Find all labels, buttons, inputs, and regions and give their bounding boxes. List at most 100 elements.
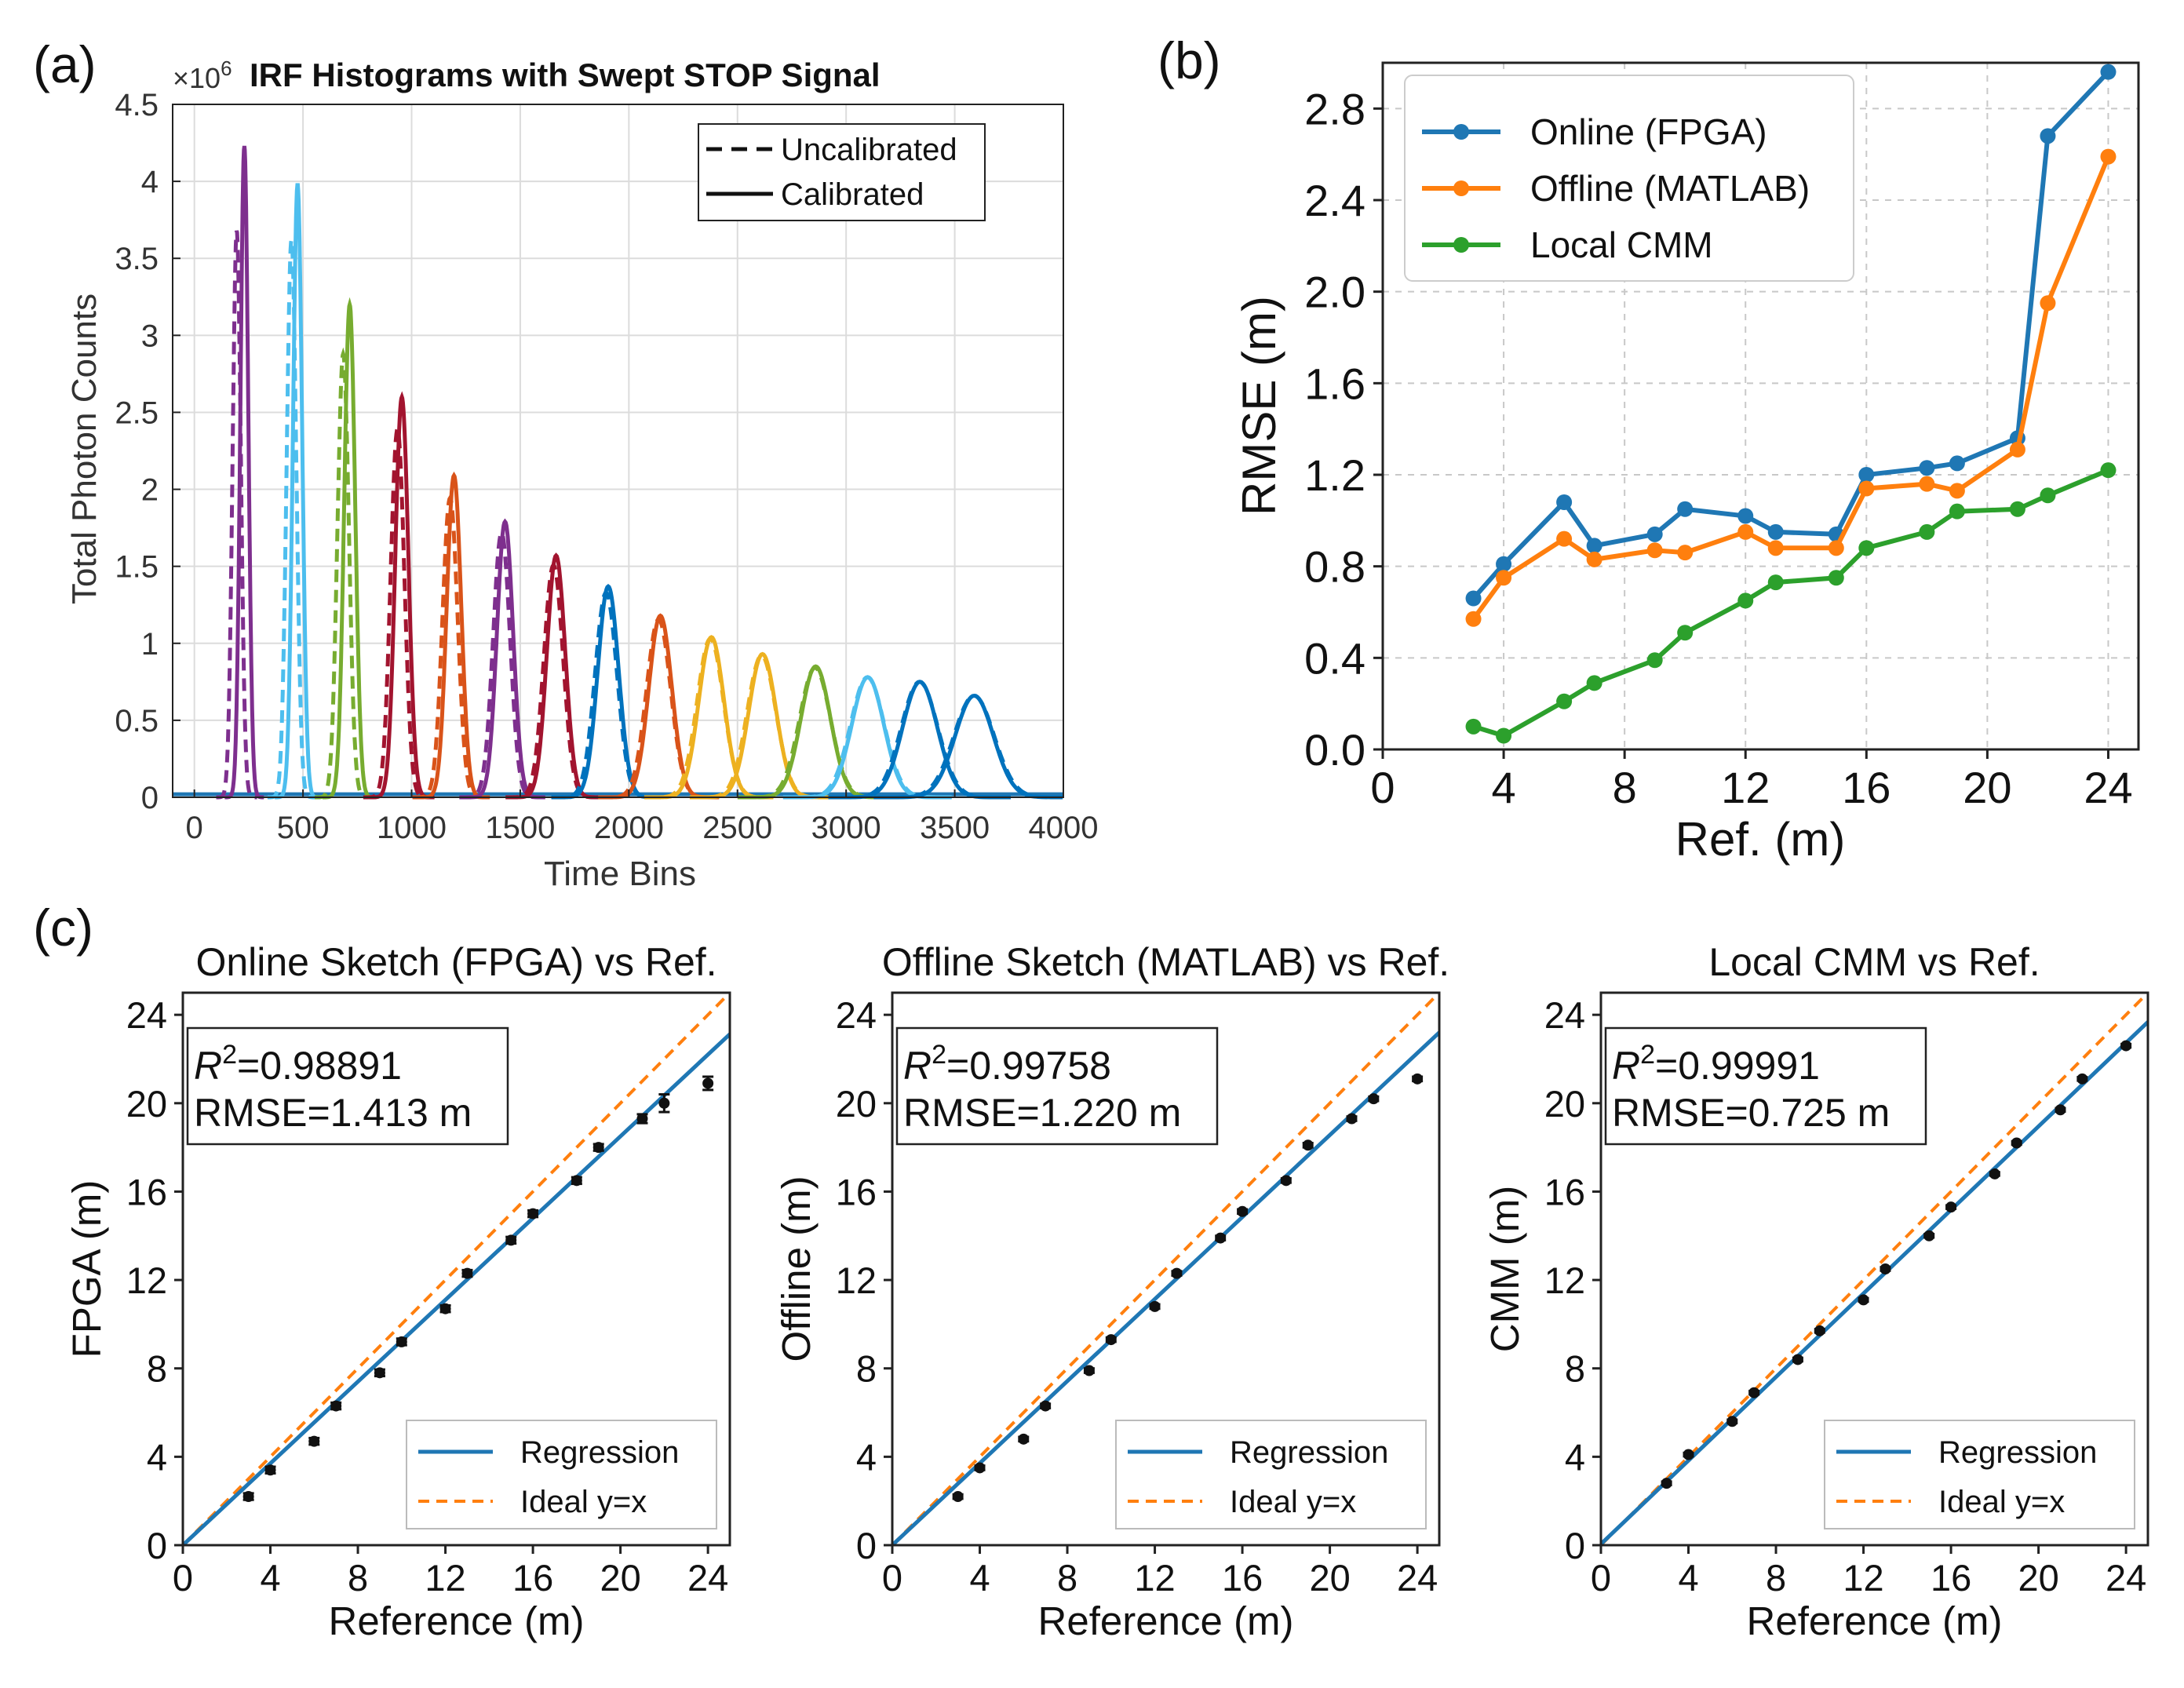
chart-b-legend: Online (FPGA) Offline (MATLAB) Local CMM xyxy=(1404,75,1854,282)
chart-c3-ytick-label: 16 xyxy=(1544,1171,1585,1212)
chart-b-point xyxy=(1586,675,1602,691)
chart-c3-rmse: RMSE=0.725 m xyxy=(1612,1091,1890,1135)
chart-b-point xyxy=(1949,455,1965,472)
chart-c2-ytick-label: 4 xyxy=(856,1436,877,1478)
chart-c2-point xyxy=(1171,1267,1183,1279)
chart-b-point xyxy=(2040,128,2056,144)
chart-c2-point xyxy=(1040,1400,1052,1412)
chart-a-title: IRF Histograms with Swept STOP Signal xyxy=(250,57,881,93)
chart-c2: Offline Sketch (MATLAB) vs Ref. 0 4 8 12 16 20… xyxy=(774,940,1449,1643)
chart-a-exponent-power: 6 xyxy=(221,57,232,80)
chart-b-series xyxy=(1465,64,2117,744)
chart-b-point xyxy=(1586,551,1602,567)
chart-c2-xtick-label: 16 xyxy=(1222,1557,1263,1599)
chart-a-legend-uncalibrated: Uncalibrated xyxy=(781,133,957,167)
chart-b-point xyxy=(1677,625,1694,641)
chart-c1-legend-ideal: Ideal y=x xyxy=(520,1485,647,1519)
chart-b-ytick-label: 0.4 xyxy=(1304,633,1365,683)
chart-a-ytick-label: 0.5 xyxy=(115,704,159,738)
chart-a-ticks: 0 500 1000 1500 2000 2500 3000 3500 4000 0 0.5 1 1.5… xyxy=(115,88,1098,845)
chart-c1-point xyxy=(592,1142,604,1154)
chart-b-ytick-label: 2.0 xyxy=(1304,268,1365,317)
chart-c2-rmse: RMSE=1.220 m xyxy=(903,1091,1181,1135)
chart-c1-stats-box xyxy=(186,1026,509,1146)
panel-label-c: (c) xyxy=(33,899,93,957)
chart-c1-r2: R2=0.98891 xyxy=(194,1040,402,1088)
chart-c1-xtick-label: 0 xyxy=(173,1557,193,1599)
chart-c3-ytick-label: 4 xyxy=(1565,1436,1585,1478)
chart-b-ytick-label: 0.0 xyxy=(1304,725,1365,775)
chart-c3-legend-ideal: Ideal y=x xyxy=(1938,1485,2065,1519)
chart-c2-r2: R2=0.99758 xyxy=(903,1040,1111,1088)
chart-b-point xyxy=(1919,523,1935,540)
chart-c2-stats-box xyxy=(895,1026,1219,1146)
chart-c3-point xyxy=(1923,1230,1935,1241)
chart-b-ytick-label: 0.8 xyxy=(1304,542,1365,592)
chart-a-xtick-label: 2500 xyxy=(702,811,772,845)
chart-c1-points xyxy=(242,1075,714,1503)
chart-c1-ytick-label: 20 xyxy=(126,1083,167,1125)
chart-b-point xyxy=(1496,556,1512,572)
chart-c2-point xyxy=(1018,1433,1030,1445)
chart-c2-legend-regression: Regression xyxy=(1230,1435,1388,1470)
chart-a-frame xyxy=(172,104,1064,798)
chart-c1-point xyxy=(330,1400,342,1412)
chart-c3-point xyxy=(2076,1073,2088,1085)
chart-c1-xtick-label: 20 xyxy=(600,1557,640,1599)
chart-c1-ytick-label: 12 xyxy=(126,1260,167,1301)
chart-a-exponent: ×106 xyxy=(173,57,232,94)
chart-b-point xyxy=(1556,494,1573,510)
chart-c2-xlabel: Reference (m) xyxy=(1038,1599,1294,1643)
chart-b-legend-marker xyxy=(1453,124,1469,140)
chart-b-legend-label: Offline (MATLAB) xyxy=(1530,168,1810,209)
chart-b-point xyxy=(1949,503,1965,520)
chart-c1-frame xyxy=(181,991,731,1547)
chart-c2-legend-ideal: Ideal y=x xyxy=(1230,1485,1356,1519)
chart-b-point xyxy=(1828,540,1844,556)
chart-c3-point xyxy=(1880,1263,1891,1274)
chart-c2-ytick-label: 12 xyxy=(836,1260,877,1301)
chart-a-ytick-label: 2.5 xyxy=(115,396,159,430)
chart-c3-point xyxy=(2120,1040,2132,1052)
chart-b-point xyxy=(1465,718,1482,735)
chart-b-point xyxy=(2100,462,2117,479)
chart-b-point xyxy=(1949,483,1965,499)
chart-c1-title: Online Sketch (FPGA) vs Ref. xyxy=(195,940,716,984)
chart-c3-point xyxy=(1748,1387,1760,1398)
chart-c2-point xyxy=(1368,1093,1380,1105)
chart-c1-ytick-label: 16 xyxy=(126,1171,167,1212)
chart-c2-ytick-label: 0 xyxy=(856,1525,877,1566)
chart-b-xtick-label: 12 xyxy=(1721,763,1770,812)
chart-c2-point xyxy=(1412,1073,1424,1085)
chart-b-point xyxy=(1828,570,1844,586)
chart-b-point xyxy=(1858,467,1875,483)
chart-b-xtick-label: 20 xyxy=(1963,763,2011,812)
chart-c3-ytick-label: 12 xyxy=(1544,1260,1585,1301)
chart-c1-xtick-label: 24 xyxy=(687,1557,728,1599)
chart-c1-xtick-label: 12 xyxy=(425,1557,465,1599)
chart-c3-xtick-label: 20 xyxy=(2018,1557,2058,1599)
chart-c3-point xyxy=(2011,1137,2022,1149)
chart-c1-ylabel: FPGA (m) xyxy=(64,1180,109,1358)
chart-c1-point xyxy=(308,1435,320,1447)
chart-b-point xyxy=(1858,480,1875,497)
chart-c1-ytick-label: 0 xyxy=(147,1525,167,1566)
chart-c2-ideal-line xyxy=(892,993,1439,1545)
chart-c2-xtick-label: 4 xyxy=(969,1557,990,1599)
chart-c3-xtick-label: 8 xyxy=(1766,1557,1786,1599)
chart-c3-point xyxy=(1661,1478,1672,1489)
chart-c2-ylabel: Offline (m) xyxy=(774,1176,819,1362)
chart-c1-xtick-label: 4 xyxy=(260,1557,280,1599)
chart-c2-xtick-label: 20 xyxy=(1309,1557,1350,1599)
chart-c3-legend-box xyxy=(1824,1420,2135,1529)
chart-c1-point xyxy=(242,1491,254,1503)
chart-b-point xyxy=(1496,570,1512,586)
chart-b: 0 4 8 12 16 20 24 0.0 0.4 0.8 1.2 1.6 2.0 2.4 2.8 Ref.… xyxy=(1233,61,2140,866)
chart-b-point xyxy=(1919,476,1935,492)
chart-c1-point xyxy=(658,1097,670,1109)
chart-b-frame xyxy=(1381,61,2140,751)
chart-b-point xyxy=(1858,540,1875,556)
chart-b-point xyxy=(1919,460,1935,476)
chart-a: ×106 IRF Histograms with Swept STOP Sign… xyxy=(65,57,1098,893)
chart-c3-stats-box xyxy=(1604,1026,1927,1146)
